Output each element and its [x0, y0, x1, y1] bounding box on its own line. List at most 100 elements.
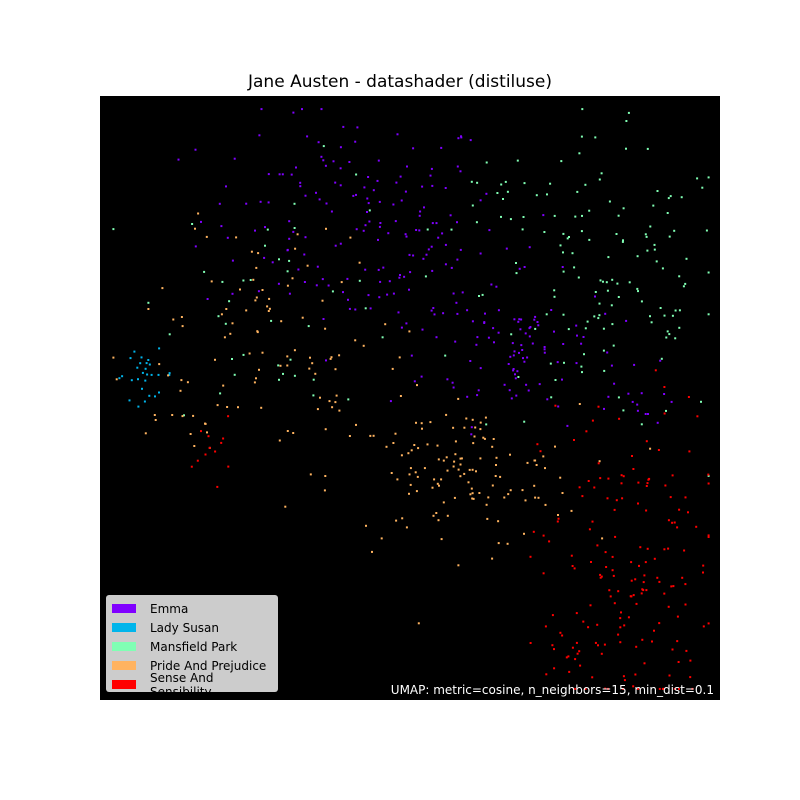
point-pride-and-prejudice — [429, 421, 432, 424]
point-emma — [346, 277, 349, 280]
point-emma — [511, 342, 514, 345]
point-sense-and-sensibility — [599, 573, 602, 576]
point-emma — [435, 336, 438, 339]
point-pride-and-prejudice — [442, 459, 445, 462]
point-emma — [288, 237, 291, 240]
point-sense-and-sensibility — [613, 508, 616, 511]
point-mansfield-park — [600, 172, 603, 175]
point-emma — [444, 263, 447, 266]
point-sense-and-sensibility — [637, 687, 639, 690]
point-mansfield-park — [684, 282, 687, 285]
point-pride-and-prejudice — [433, 478, 436, 481]
point-lady-susan — [168, 372, 171, 375]
point-sense-and-sensibility — [617, 633, 620, 636]
point-pride-and-prejudice — [473, 435, 476, 438]
point-mansfield-park — [584, 327, 587, 330]
point-sense-and-sensibility — [578, 650, 581, 653]
series-emma — [177, 108, 673, 436]
point-emma — [636, 409, 639, 412]
point-sense-and-sensibility — [678, 687, 680, 690]
point-pride-and-prejudice — [112, 356, 115, 359]
point-emma — [404, 190, 407, 193]
point-sense-and-sensibility — [620, 611, 622, 614]
point-lady-susan — [145, 362, 148, 365]
point-pride-and-prejudice — [204, 422, 207, 425]
point-pride-and-prejudice — [416, 384, 418, 387]
point-mansfield-park — [228, 300, 231, 303]
point-mansfield-park — [523, 420, 526, 423]
point-sense-and-sensibility — [600, 575, 603, 578]
point-emma — [403, 275, 406, 278]
point-pride-and-prejudice — [457, 468, 460, 471]
point-pride-and-prejudice — [400, 454, 403, 457]
point-pride-and-prejudice — [334, 401, 337, 404]
point-emma — [656, 421, 659, 424]
point-mansfield-park — [307, 325, 310, 328]
point-sense-and-sensibility — [702, 625, 705, 628]
point-pride-and-prejudice — [440, 478, 443, 481]
point-pride-and-prejudice — [323, 489, 326, 492]
point-pride-and-prejudice — [309, 356, 311, 359]
point-sense-and-sensibility — [606, 497, 609, 500]
legend-item-pride-and-prejudice: Pride And Prejudice — [112, 656, 272, 675]
point-mansfield-park — [553, 295, 556, 298]
point-pride-and-prejudice — [435, 512, 438, 514]
point-sense-and-sensibility — [568, 670, 571, 673]
point-emma — [527, 389, 530, 392]
point-emma — [561, 266, 564, 268]
point-pride-and-prejudice — [475, 470, 477, 473]
point-emma — [512, 368, 515, 370]
point-emma — [347, 298, 349, 301]
point-mansfield-park — [640, 300, 643, 303]
point-mansfield-park — [663, 314, 666, 317]
point-pride-and-prejudice — [192, 414, 195, 417]
point-sense-and-sensibility — [542, 534, 545, 537]
point-mansfield-park — [576, 190, 579, 193]
point-sense-and-sensibility — [539, 450, 542, 453]
point-mansfield-park — [665, 336, 668, 339]
point-pride-and-prejudice — [210, 280, 213, 283]
point-emma — [342, 125, 345, 128]
point-pride-and-prejudice — [407, 452, 410, 455]
point-emma — [431, 222, 434, 225]
point-pride-and-prejudice — [408, 492, 410, 495]
point-emma — [354, 140, 357, 143]
point-pride-and-prejudice — [421, 427, 423, 430]
point-emma — [271, 261, 274, 264]
point-sense-and-sensibility — [663, 592, 666, 595]
point-emma — [304, 236, 307, 239]
point-sense-and-sensibility — [596, 544, 599, 547]
point-pride-and-prejudice — [154, 419, 157, 421]
point-mansfield-park — [682, 285, 685, 288]
point-pride-and-prejudice — [471, 492, 474, 495]
point-mansfield-park — [562, 270, 565, 273]
point-emma — [339, 146, 342, 149]
point-pride-and-prejudice — [355, 423, 357, 426]
point-mansfield-park — [293, 202, 296, 205]
point-pride-and-prejudice — [438, 484, 440, 487]
point-pride-and-prejudice — [334, 368, 337, 371]
point-pride-and-prejudice — [286, 355, 289, 358]
point-pride-and-prejudice — [598, 460, 601, 463]
point-pride-and-prejudice — [324, 428, 327, 431]
point-sense-and-sensibility — [621, 497, 624, 500]
point-emma — [260, 108, 263, 111]
point-sense-and-sensibility — [702, 564, 705, 567]
point-pride-and-prejudice — [537, 496, 540, 499]
point-emma — [452, 386, 455, 389]
point-mansfield-park — [707, 313, 710, 316]
point-emma — [355, 193, 357, 196]
point-pride-and-prejudice — [153, 414, 156, 416]
point-pride-and-prejudice — [286, 284, 289, 287]
point-mansfield-park — [637, 290, 639, 293]
point-pride-and-prejudice — [330, 356, 333, 359]
point-emma — [508, 389, 511, 392]
point-mansfield-park — [444, 354, 447, 357]
point-pride-and-prejudice — [181, 325, 184, 328]
point-pride-and-prejudice — [292, 432, 295, 434]
legend-label-emma: Emma — [150, 601, 189, 616]
legend-item-mansfield-park: Mansfield Park — [112, 637, 272, 656]
point-sense-and-sensibility — [622, 687, 624, 690]
point-mansfield-park — [678, 309, 681, 312]
point-emma — [233, 157, 236, 160]
